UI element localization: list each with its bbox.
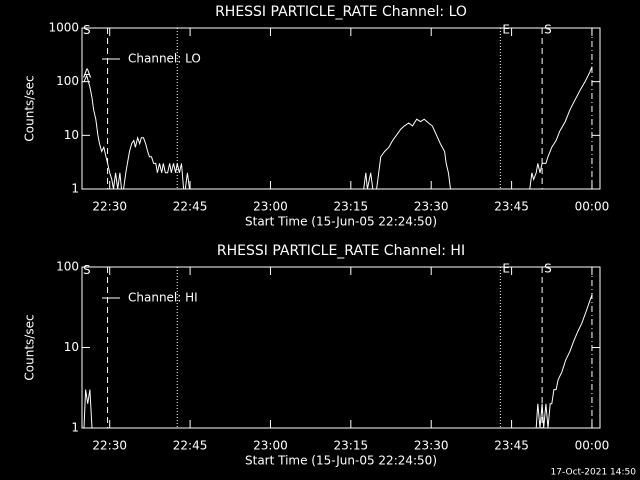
x-tick-label: 22:45 [173, 200, 208, 214]
x-tick-label: 23:30 [414, 439, 449, 453]
x-tick-label: 23:45 [494, 439, 529, 453]
x-tick-label: 00:00 [575, 200, 610, 214]
y-tick-label: 1 [71, 421, 79, 435]
x-axis-label: Start Time (15-Jun-05 22:24:50) [245, 215, 437, 229]
y-tick-label: 100 [56, 260, 79, 274]
marker-label: E [502, 23, 510, 37]
y-axis-label: Counts/sec [23, 75, 37, 141]
y-tick-label: 10 [64, 340, 79, 354]
data-line [83, 66, 593, 190]
chart-title: RHESSI PARTICLE_RATE Channel: LO [215, 4, 467, 20]
marker-label: E [502, 262, 510, 276]
footer: 17-Oct-2021 14:50 [551, 468, 637, 478]
y-tick-label: 100 [56, 74, 79, 88]
data-line [83, 294, 593, 429]
x-tick-label: 23:15 [334, 439, 369, 453]
y-axis-label: Counts/sec [23, 314, 37, 380]
x-tick-label: 23:45 [494, 200, 529, 214]
y-tick-label: 1000 [48, 21, 79, 35]
x-tick-label: 22:30 [92, 200, 127, 214]
marker-label: S [544, 23, 552, 37]
annotation: S [83, 23, 91, 37]
x-tick-label: 22:30 [92, 439, 127, 453]
x-tick-label: 23:15 [334, 200, 369, 214]
x-tick-label: 23:00 [253, 439, 288, 453]
annotation: S [83, 263, 91, 277]
chart-title: RHESSI PARTICLE_RATE Channel: HI [217, 243, 465, 259]
x-axis-label: Start Time (15-Jun-05 22:24:50) [245, 454, 437, 468]
x-tick-label: 23:30 [414, 200, 449, 214]
annotation: A [83, 66, 92, 80]
x-tick-label: 23:00 [253, 200, 288, 214]
marker-label: S [544, 262, 552, 276]
y-tick-label: 10 [64, 128, 79, 142]
x-tick-label: 00:00 [575, 439, 610, 453]
legend-label: Channel: LO [128, 52, 201, 66]
y-tick-label: 1 [71, 182, 79, 196]
legend-label: Channel: HI [128, 291, 198, 305]
x-tick-label: 22:45 [173, 439, 208, 453]
